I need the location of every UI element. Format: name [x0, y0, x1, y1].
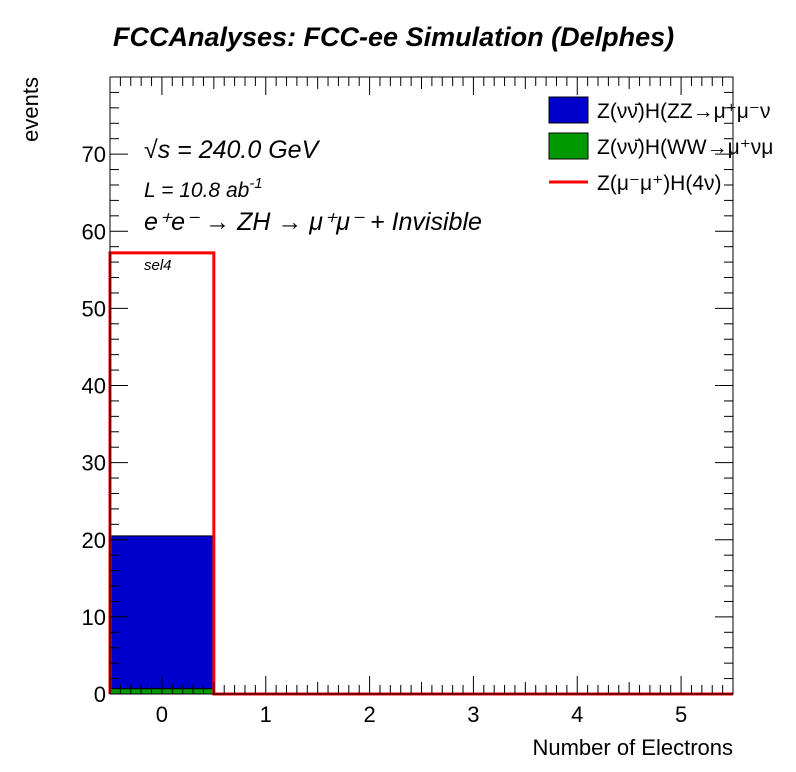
- y-tick-label-1: 10: [82, 605, 106, 630]
- x-tick-label-4: 4: [571, 702, 583, 727]
- x-tick-label-3: 3: [467, 702, 479, 727]
- x-tick-label-2: 2: [363, 702, 375, 727]
- y-tick-label-7: 70: [82, 142, 106, 167]
- chart-title: FCCAnalyses: FCC-ee Simulation (Delphes): [113, 22, 674, 52]
- y-axis-title: events: [18, 77, 43, 142]
- process-annotation: e⁺e⁻ → ZH → μ⁺μ⁻ + Invisible: [144, 208, 482, 236]
- sqrt-s-annotation: √s = 240.0 GeV: [144, 136, 321, 164]
- x-tick-label-5: 5: [675, 702, 687, 727]
- x-axis-title: Number of Electrons: [532, 735, 733, 760]
- y-tick-label-0: 0: [94, 682, 106, 707]
- y-tick-label-4: 40: [82, 374, 106, 399]
- y-tick-label-6: 60: [82, 219, 106, 244]
- legend: Z(νν̄)H(ZZ→μ⁺μ⁻ν Z(νν̄)H(WW→μ⁺νμ Z(μ⁻μ⁺)H(…: [548, 96, 773, 195]
- luminosity-text: L = 10.8 ab: [144, 179, 250, 202]
- legend-label-0: Z(νν̄)H(ZZ→μ⁺μ⁻ν: [597, 100, 771, 123]
- legend-label-2: Z(μ⁻μ⁺)H(4ν): [597, 172, 722, 195]
- legend-swatch-1: [548, 132, 589, 160]
- y-tick-label-2: 20: [82, 528, 106, 553]
- luminosity-exponent: -1: [249, 175, 262, 192]
- y-tick-labels: 0 10 20 30 40 50 60 70: [82, 142, 106, 707]
- legend-swatch-0: [548, 96, 589, 124]
- bar-series1-bin0: [109, 535, 215, 690]
- x-tick-labels: 0 1 2 3 4 5: [156, 702, 687, 727]
- y-tick-label-5: 50: [82, 296, 106, 321]
- selection-label: sel4: [144, 257, 172, 274]
- luminosity-annotation: L = 10.8 ab-1: [144, 175, 263, 202]
- y-tick-label-3: 30: [82, 451, 106, 476]
- legend-label-1: Z(νν̄)H(WW→μ⁺νμ: [597, 136, 773, 159]
- axis-ticks: [109, 76, 734, 695]
- x-tick-label-1: 1: [260, 702, 272, 727]
- histogram-bars: [109, 535, 215, 695]
- x-tick-label-0: 0: [156, 702, 168, 727]
